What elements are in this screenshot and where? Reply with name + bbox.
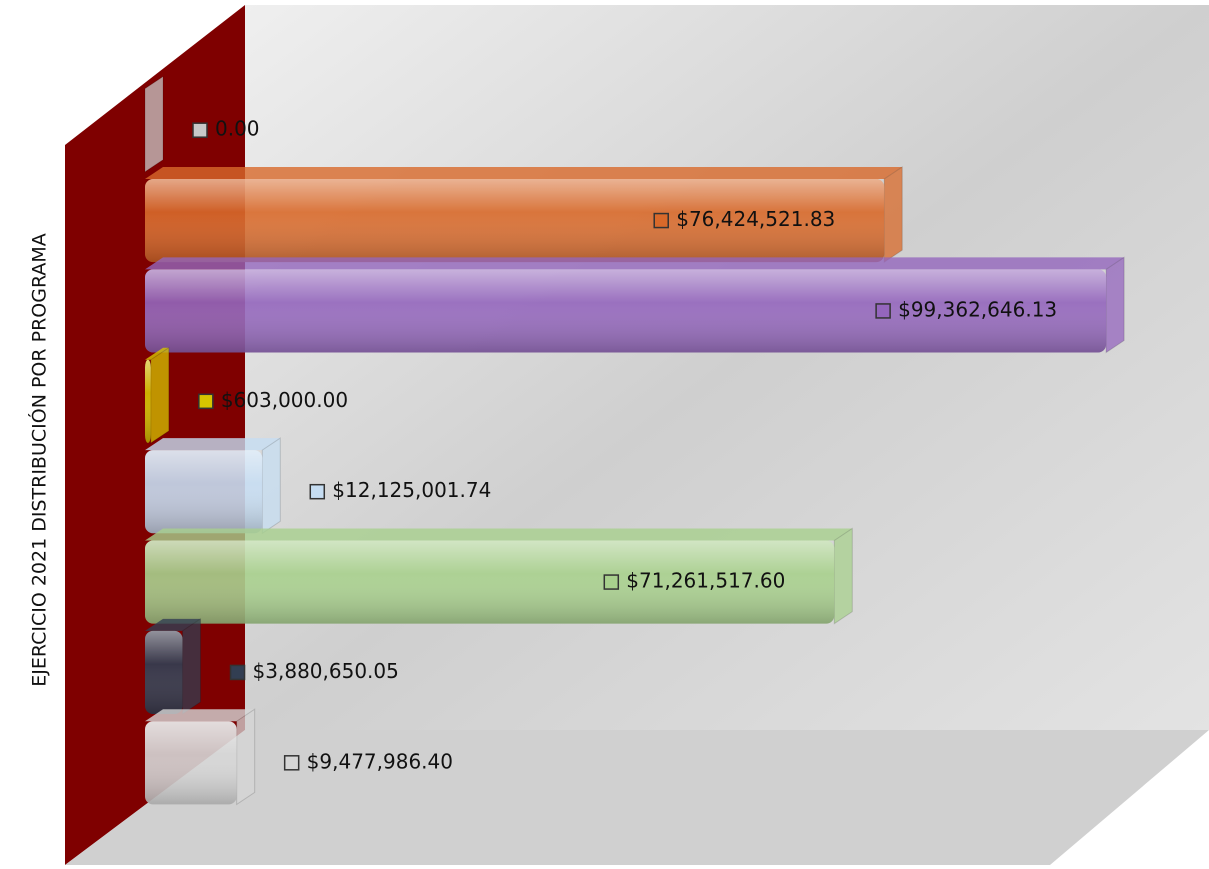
legend-key (231, 665, 245, 679)
legend-key (310, 485, 324, 499)
legend-key (193, 123, 207, 137)
data-label: $76,424,521.83 (676, 207, 835, 231)
chart: EJERCICIO 2021 DISTRIBUCIÓN POR PROGRAMA… (0, 0, 1209, 865)
bar-shine (145, 631, 183, 714)
data-label: 0.00 (215, 117, 260, 141)
legend-key (604, 575, 618, 589)
bar-top (145, 709, 255, 721)
page: EJERCICIO 2021 DISTRIBUCIÓN POR PROGRAMA… (0, 0, 1209, 865)
legend-key (285, 756, 299, 770)
data-label: $12,125,001.74 (332, 478, 491, 502)
bar-end (1106, 257, 1124, 352)
bar-end (145, 77, 163, 172)
bar-shine (145, 721, 237, 804)
bar-end (834, 528, 852, 623)
bar-shine (145, 360, 151, 443)
data-label: $603,000.00 (221, 388, 348, 412)
legend-key (654, 214, 668, 228)
bar-end (151, 348, 169, 443)
bar-shine (145, 450, 262, 533)
data-label: $9,477,986.40 (307, 749, 453, 773)
bar-top (145, 167, 902, 179)
bar-end (237, 709, 255, 804)
data-label: $71,261,517.60 (626, 569, 785, 593)
legend-key (876, 304, 890, 318)
bar-top (145, 438, 280, 450)
bar-end (262, 438, 280, 533)
bar-top (145, 257, 1124, 269)
bar-top (145, 528, 852, 540)
legend-key (199, 394, 213, 408)
bar-end (183, 619, 201, 714)
axis-title: EJERCICIO 2021 DISTRIBUCIÓN POR PROGRAMA (27, 233, 51, 687)
data-label: $3,880,650.05 (253, 659, 399, 683)
bar-end (884, 167, 902, 262)
data-label: $99,362,646.13 (898, 297, 1057, 321)
